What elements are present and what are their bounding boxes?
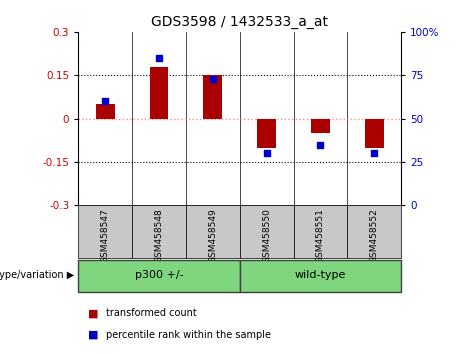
- Bar: [132, 205, 186, 258]
- Bar: [240, 260, 401, 292]
- Title: GDS3598 / 1432533_a_at: GDS3598 / 1432533_a_at: [151, 16, 328, 29]
- Bar: [294, 205, 347, 258]
- Text: GSM458550: GSM458550: [262, 208, 271, 263]
- Point: [263, 150, 270, 156]
- Bar: [311, 119, 330, 133]
- Point: [101, 98, 109, 104]
- Bar: [257, 119, 276, 148]
- Text: p300 +/-: p300 +/-: [135, 270, 183, 280]
- Bar: [347, 205, 401, 258]
- Point: [317, 142, 324, 147]
- Bar: [203, 75, 222, 119]
- Point: [209, 76, 217, 81]
- Text: genotype/variation ▶: genotype/variation ▶: [0, 270, 74, 280]
- Text: GSM458552: GSM458552: [370, 208, 378, 263]
- Text: GSM458551: GSM458551: [316, 208, 325, 263]
- Text: transformed count: transformed count: [106, 308, 197, 318]
- Bar: [240, 205, 294, 258]
- Point: [155, 55, 163, 61]
- Bar: [186, 205, 240, 258]
- Bar: [96, 104, 115, 119]
- Text: ■: ■: [88, 308, 98, 318]
- Text: GSM458549: GSM458549: [208, 208, 217, 263]
- Point: [371, 150, 378, 156]
- Bar: [150, 67, 168, 119]
- Text: percentile rank within the sample: percentile rank within the sample: [106, 330, 271, 339]
- Text: GSM458547: GSM458547: [101, 208, 110, 263]
- Bar: [78, 260, 240, 292]
- Text: ■: ■: [88, 330, 98, 339]
- Text: GSM458548: GSM458548: [154, 208, 164, 263]
- Bar: [78, 205, 132, 258]
- Bar: [365, 119, 384, 148]
- Text: wild-type: wild-type: [295, 270, 346, 280]
